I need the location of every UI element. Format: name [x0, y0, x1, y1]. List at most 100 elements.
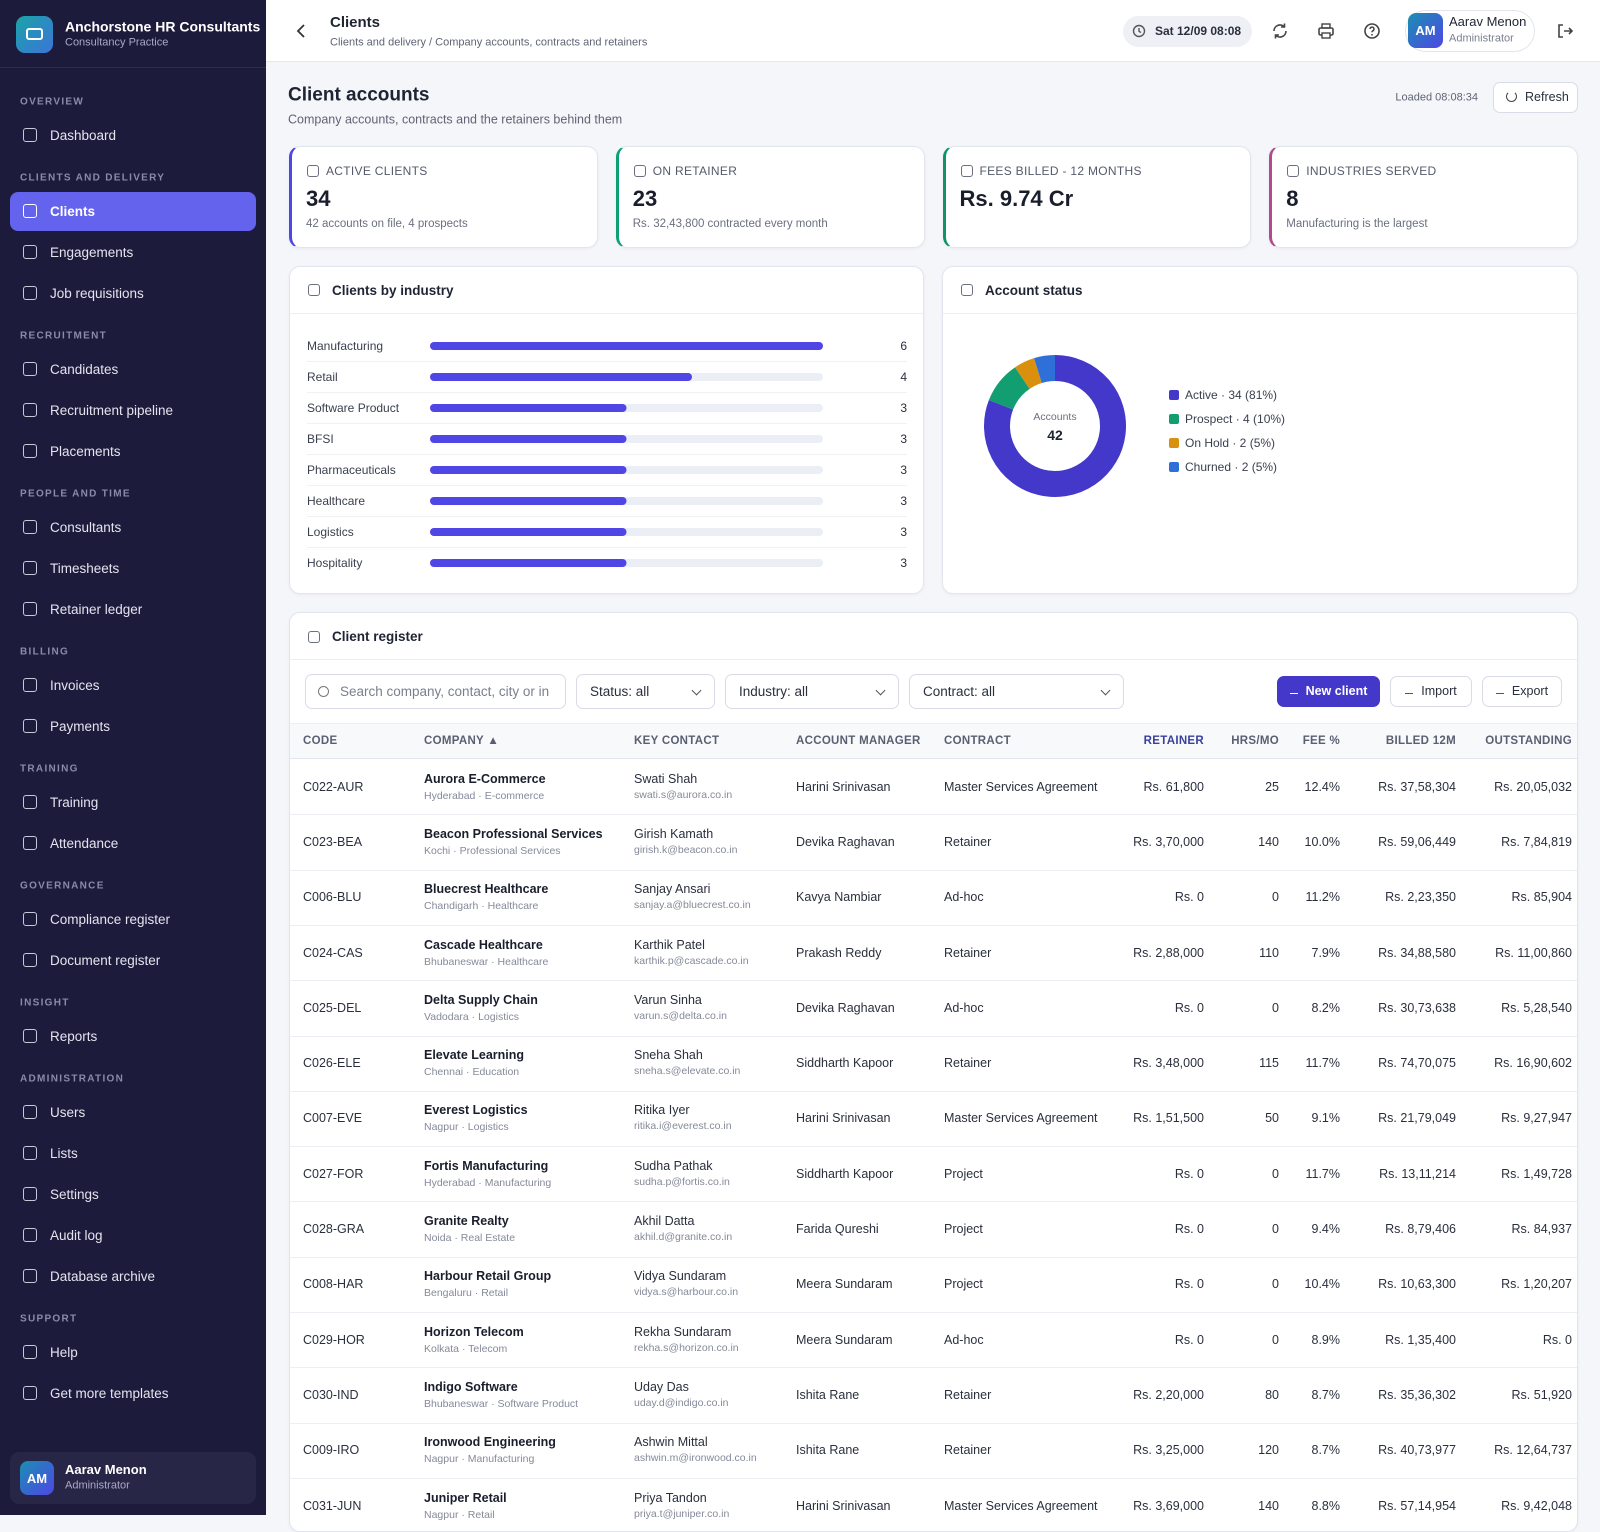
- button-label: Import: [1421, 684, 1457, 698]
- user-role: Administrator: [65, 1479, 130, 1492]
- cell-contact: Ashwin Mittal: [634, 1435, 708, 1450]
- user-pill[interactable]: [1405, 10, 1535, 52]
- category-label: Software Product: [307, 401, 400, 415]
- cell-fee: 9.4%: [1311, 1222, 1341, 1236]
- donut-segment: [1015, 358, 1043, 390]
- cell-email: sneha.s@elevate.co.in: [634, 1065, 741, 1078]
- cell-company[interactable]: Ironwood Engineering: [424, 1435, 556, 1450]
- cell-manager: Harini Srinivasan: [796, 779, 891, 794]
- sync-button[interactable]: [1271, 22, 1289, 40]
- cell-location: Hyderabad · Manufacturing: [424, 1176, 552, 1189]
- filter-select[interactable]: Industry: all: [725, 674, 899, 709]
- nav-item[interactable]: Job requisitions: [10, 274, 256, 313]
- cell-company[interactable]: Aurora E-Commerce: [424, 771, 546, 786]
- filter-select[interactable]: Contract: all: [909, 674, 1124, 709]
- cell-company[interactable]: Bluecrest Healthcare: [424, 882, 549, 897]
- chevron: [875, 685, 886, 696]
- back-button[interactable]: [294, 22, 308, 40]
- nav-item[interactable]: Audit log: [10, 1216, 256, 1255]
- cell-outstanding: Rs. 0: [1542, 1332, 1572, 1347]
- nav-item[interactable]: Payments: [10, 707, 256, 746]
- cell-company[interactable]: Juniper Retail: [424, 1490, 507, 1505]
- nav-item[interactable]: Placements: [10, 432, 256, 471]
- nav-section-title: BILLING: [20, 646, 70, 658]
- cell-company[interactable]: Horizon Telecom: [424, 1324, 524, 1339]
- nav-item[interactable]: Engagements: [10, 233, 256, 272]
- cell-contact: Priya Tandon: [634, 1490, 707, 1505]
- nav-item[interactable]: Database archive: [10, 1257, 256, 1296]
- nav-item[interactable]: Timesheets: [10, 549, 256, 588]
- cell-location: Vadodara · Logistics: [424, 1010, 519, 1023]
- nav-item[interactable]: Candidates: [10, 350, 256, 389]
- cell-company[interactable]: Elevate Learning: [424, 1048, 525, 1063]
- cell-billed: Rs. 35,36,302: [1378, 1387, 1456, 1402]
- cell-company[interactable]: Cascade Healthcare: [424, 937, 543, 952]
- nav-item[interactable]: Training: [10, 783, 256, 822]
- cell-manager: Ishita Rane: [796, 1443, 860, 1458]
- print-button[interactable]: [1317, 22, 1335, 40]
- page-title: Clients: [330, 14, 381, 31]
- kpi-icon: [633, 165, 646, 177]
- nav-item[interactable]: Settings: [10, 1175, 256, 1214]
- toolbar-button[interactable]: Export: [1482, 676, 1562, 707]
- cell-location: Chennai · Education: [424, 1066, 520, 1079]
- cell-contact: Sneha Shah: [634, 1048, 703, 1063]
- logout-button[interactable]: [1556, 22, 1574, 40]
- category-label: Healthcare: [307, 494, 365, 508]
- kpi-label: FEES BILLED - 12 MONTHS: [979, 163, 1142, 178]
- cell-location: Bhubaneswar · Healthcare: [424, 955, 549, 968]
- clock-icon: [1132, 24, 1146, 38]
- nav-item[interactable]: Retainer ledger: [10, 590, 256, 629]
- nav-item[interactable]: Invoices: [10, 666, 256, 705]
- nav-item[interactable]: Lists: [10, 1134, 256, 1173]
- cell-manager: Devika Raghavan: [796, 1000, 895, 1015]
- nav-item[interactable]: Get more templates: [10, 1374, 256, 1413]
- column-header[interactable]: COMPANY ▲: [424, 735, 499, 747]
- nav-item[interactable]: Help: [10, 1333, 256, 1372]
- chart-title: Account status: [985, 282, 1083, 298]
- cell-company[interactable]: Everest Logistics: [424, 1103, 528, 1118]
- toolbar-button[interactable]: Import: [1390, 676, 1472, 707]
- legend-label: Active · 34 (81%): [1185, 388, 1277, 402]
- cell-company[interactable]: Delta Supply Chain: [424, 992, 538, 1007]
- search-input[interactable]: Search company, contact, city or in: [305, 674, 566, 709]
- cell-billed: Rs. 1,35,400: [1385, 1332, 1456, 1347]
- nav-item[interactable]: Consultants: [10, 508, 256, 547]
- nav-item[interactable]: Document register: [10, 941, 256, 980]
- cell-company[interactable]: Indigo Software: [424, 1379, 518, 1394]
- cell-billed: Rs. 59,06,449: [1378, 834, 1456, 849]
- toolbar-button[interactable]: New client: [1277, 676, 1380, 707]
- cell-retainer: Rs. 1,51,500: [1133, 1111, 1204, 1126]
- cell-fee: 8.2%: [1311, 1000, 1341, 1015]
- cell-contract: Retainer: [944, 1056, 992, 1071]
- kpi-label: ACTIVE CLIENTS: [326, 163, 428, 178]
- help-button[interactable]: [1363, 22, 1381, 40]
- nav-item[interactable]: Users: [10, 1093, 256, 1132]
- nav-item[interactable]: Reports: [10, 1017, 256, 1056]
- kpi-label: INDUSTRIES SERVED: [1306, 163, 1437, 178]
- cell-fee: 8.7%: [1311, 1387, 1341, 1402]
- cell-manager: Ishita Rane: [796, 1387, 860, 1402]
- cell-outstanding: Rs. 9,27,947: [1501, 1111, 1572, 1126]
- cell-company[interactable]: Granite Realty: [424, 1214, 509, 1228]
- cell-manager: Farida Qureshi: [796, 1222, 879, 1236]
- nav-item[interactable]: Clients: [10, 191, 256, 231]
- cell-outstanding: Rs. 1,49,728: [1501, 1166, 1572, 1181]
- nav-item[interactable]: Recruitment pipeline: [10, 391, 256, 430]
- divider: [0, 67, 266, 68]
- cell-company[interactable]: Beacon Professional Services: [424, 826, 603, 841]
- filter-select[interactable]: Status: all: [576, 674, 715, 709]
- cell-location: Bengaluru · Retail: [424, 1287, 509, 1300]
- kpi-card: FEES BILLED - 12 MONTHS Rs. 9.74 Cr: [942, 146, 1252, 248]
- cell-company[interactable]: Fortis Manufacturing: [424, 1158, 549, 1173]
- refresh-button[interactable]: Refresh: [1493, 82, 1578, 113]
- nav-item[interactable]: Attendance: [10, 824, 256, 863]
- cell-company[interactable]: Harbour Retail Group: [424, 1269, 552, 1284]
- nav-item[interactable]: Dashboard: [10, 116, 256, 155]
- nav-item[interactable]: Compliance register: [10, 900, 256, 939]
- nav-section-title: OVERVIEW: [20, 96, 85, 108]
- cell-retainer: Rs. 3,25,000: [1133, 1443, 1204, 1458]
- bar: [430, 559, 627, 567]
- button-label: Export: [1511, 684, 1549, 698]
- kpi-value: 8: [1286, 185, 1299, 211]
